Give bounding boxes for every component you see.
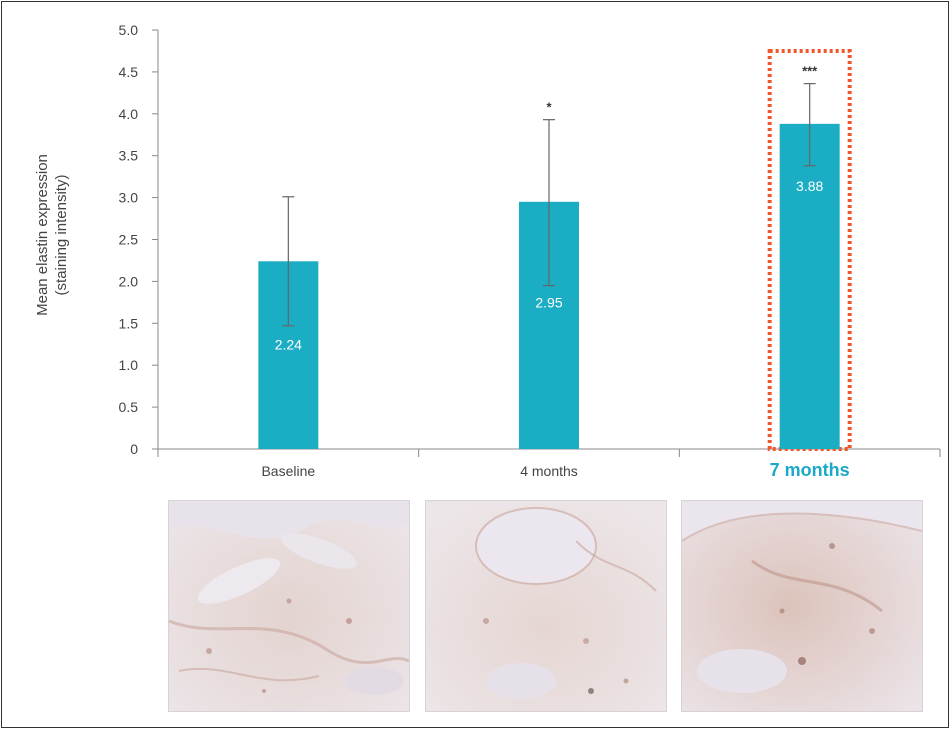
y-axis-label: Mean elastin expression (staining intens… <box>22 110 82 360</box>
significance-marker: * <box>546 100 552 115</box>
data-label: 2.24 <box>275 336 302 352</box>
y-tick-label: 1.5 <box>119 315 139 331</box>
micrograph-4-months <box>425 500 667 712</box>
x-tick-label: 7 months <box>770 460 850 480</box>
y-tick-label: 2.5 <box>119 232 139 248</box>
micrograph-baseline <box>168 500 410 712</box>
y-tick-label: 2.0 <box>119 273 139 289</box>
y-tick-label: 0 <box>130 441 138 457</box>
y-tick-label: 0.5 <box>119 399 139 415</box>
x-tick-label: Baseline <box>261 463 315 479</box>
data-label: 3.88 <box>796 178 823 194</box>
y-tick-label: 4.0 <box>119 106 139 122</box>
y-axis-label-line-1: Mean elastin expression <box>34 154 51 316</box>
y-tick-label: 5.0 <box>119 22 139 38</box>
x-tick-label: 4 months <box>520 463 578 479</box>
significance-marker: *** <box>802 64 818 79</box>
y-tick-label: 3.0 <box>119 190 139 206</box>
micrograph-7-months <box>681 500 923 712</box>
y-tick-label: 3.5 <box>119 148 139 164</box>
y-tick-label: 4.5 <box>119 64 139 80</box>
bar-chart: 0 0.5 1.0 1.5 2.0 2.5 3.0 3.5 4.0 4.5 5.0 2.24 Basel… <box>119 22 941 480</box>
data-label: 2.95 <box>535 294 562 310</box>
y-tick-label: 1.0 <box>119 357 139 373</box>
y-axis-label-line-2: (staining intensity) <box>53 174 70 296</box>
bar <box>779 123 840 449</box>
